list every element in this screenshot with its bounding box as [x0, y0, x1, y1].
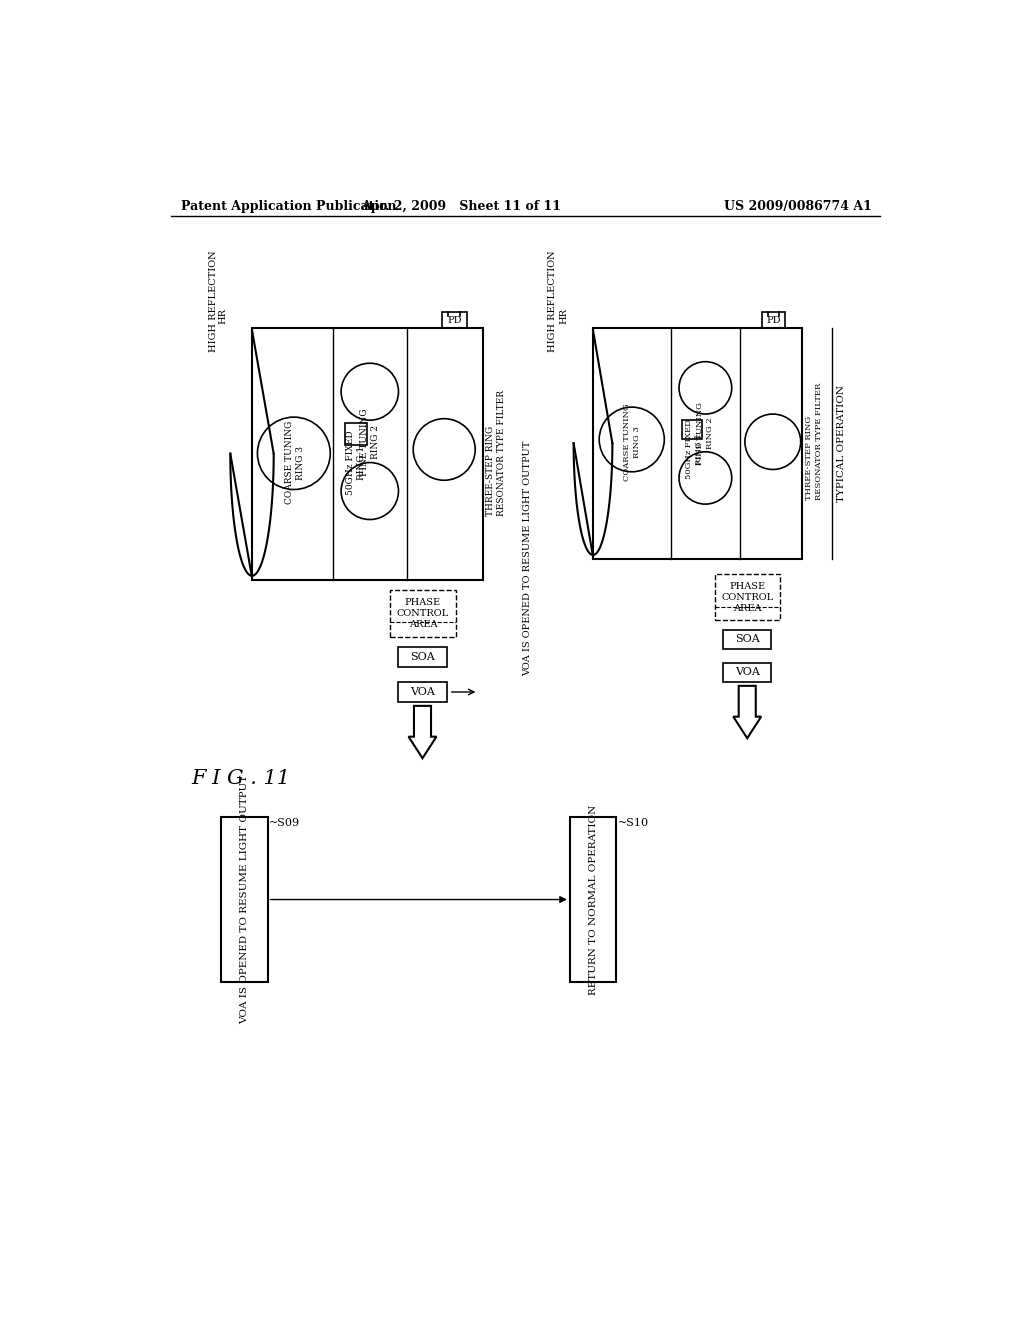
Bar — [221, 817, 267, 982]
Bar — [442, 313, 467, 327]
Text: RETURN TO NORMAL OPERATION: RETURN TO NORMAL OPERATION — [589, 804, 597, 995]
Text: PD: PD — [447, 315, 462, 325]
Text: HIGH REFLECTION: HIGH REFLECTION — [209, 249, 218, 351]
Bar — [723, 663, 771, 682]
Text: COARSE TUNING
RING 3: COARSE TUNING RING 3 — [285, 421, 305, 504]
Text: VOA IS OPENED TO RESUME LIGHT OUTPUT: VOA IS OPENED TO RESUME LIGHT OUTPUT — [240, 775, 249, 1024]
Text: ~S10: ~S10 — [617, 818, 649, 828]
Bar — [397, 682, 447, 702]
Text: SOA: SOA — [735, 635, 760, 644]
Bar — [345, 424, 367, 445]
Text: 50GHz FIXED
RING 1: 50GHz FIXED RING 1 — [346, 430, 366, 495]
Text: VOA: VOA — [735, 668, 760, 677]
Bar — [593, 327, 802, 558]
Text: HR: HR — [218, 309, 227, 325]
Bar — [723, 630, 771, 649]
Bar — [569, 817, 616, 982]
Text: PHASE
CONTROL
AREA: PHASE CONTROL AREA — [722, 582, 774, 612]
Text: 50GHz FIXED
RING 1: 50GHz FIXED RING 1 — [685, 420, 702, 479]
Text: F I G . 11: F I G . 11 — [191, 768, 291, 788]
Text: ~S09: ~S09 — [269, 818, 300, 828]
Bar — [682, 420, 701, 440]
Bar — [397, 647, 447, 667]
Bar — [252, 327, 483, 579]
Text: Patent Application Publication: Patent Application Publication — [180, 199, 396, 213]
Text: HIGH REFLECTION: HIGH REFLECTION — [548, 249, 557, 351]
Bar — [716, 574, 779, 620]
Text: SOA: SOA — [411, 652, 435, 661]
Text: HR: HR — [559, 309, 568, 325]
Text: US 2009/0086774 A1: US 2009/0086774 A1 — [724, 199, 872, 213]
Text: THREE-STEP RING
RESONATOR TYPE FILTER: THREE-STEP RING RESONATOR TYPE FILTER — [486, 391, 506, 516]
Text: FINE TUNING
RING 2: FINE TUNING RING 2 — [359, 408, 380, 475]
Text: PHASE
CONTROL
AREA: PHASE CONTROL AREA — [396, 598, 449, 630]
Text: THREE-STEP RING
RESONATOR TYPE FILTER: THREE-STEP RING RESONATOR TYPE FILTER — [805, 383, 823, 500]
Bar — [762, 313, 785, 327]
Text: COARSE TUNING
RING 3: COARSE TUNING RING 3 — [623, 403, 641, 480]
Text: PD: PD — [766, 315, 781, 325]
Text: FINE TUNING
RING 2: FINE TUNING RING 2 — [696, 401, 715, 465]
Text: TYPICAL OPERATION: TYPICAL OPERATION — [837, 385, 846, 502]
Text: VOA: VOA — [410, 686, 435, 697]
Text: VOA IS OPENED TO RESUME LIGHT OUTPUT: VOA IS OPENED TO RESUME LIGHT OUTPUT — [523, 441, 532, 676]
Bar — [390, 590, 456, 638]
Text: Apr. 2, 2009   Sheet 11 of 11: Apr. 2, 2009 Sheet 11 of 11 — [361, 199, 561, 213]
